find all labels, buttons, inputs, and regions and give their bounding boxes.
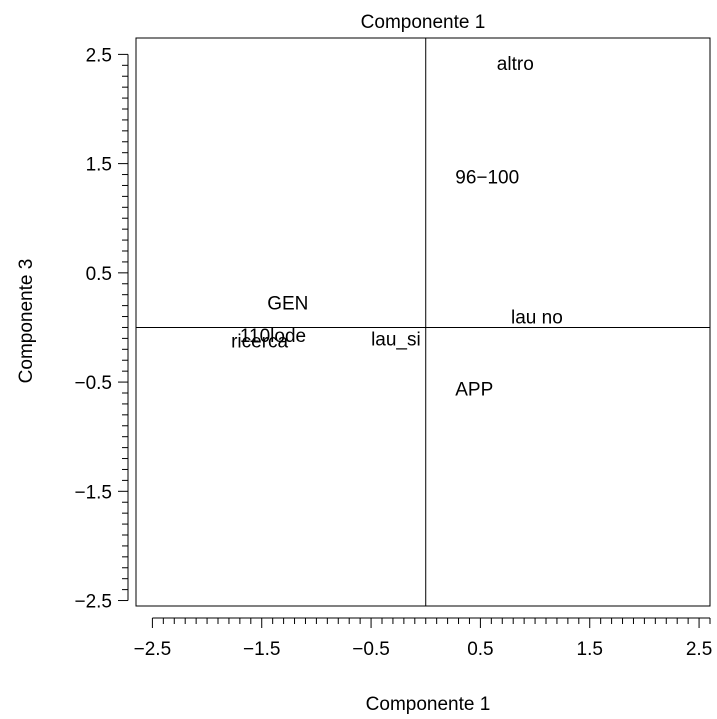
x-tick-label: −0.5 (352, 639, 390, 660)
point-label: APP (455, 380, 493, 401)
point-label: lau_si (371, 329, 421, 350)
x-tick-label: −2.5 (134, 639, 172, 660)
y-tick-label: −1.5 (74, 482, 112, 503)
x-tick-label: −1.5 (243, 639, 281, 660)
x-tick-label: 2.5 (686, 639, 712, 660)
y-tick-label: 1.5 (86, 155, 112, 176)
point-label: 110lode (240, 326, 306, 347)
x-axis-label: Componente 1 (366, 694, 491, 715)
x-tick-label: 1.5 (577, 639, 603, 660)
y-tick-label: 0.5 (86, 264, 112, 285)
point-label: ricerca (231, 332, 288, 353)
x-tick-label: 0.5 (467, 639, 493, 660)
point-label: lau no (511, 308, 563, 329)
reference-lines (136, 38, 710, 606)
y-tick-label: 2.5 (86, 45, 112, 66)
y-axis-label: Componente 3 (16, 259, 37, 384)
plot-frame (135, 37, 711, 607)
point-label: GEN (267, 293, 308, 314)
point-label: 96−100 (455, 168, 519, 189)
point-label: altro (497, 54, 534, 75)
y-tick-label: −0.5 (74, 373, 112, 394)
chart-title: Componente 1 (361, 12, 486, 33)
x-axis: −2.5 −1.5 −0.5 0.5 1.5 2.5 (134, 617, 712, 660)
y-tick-label: −2.5 (74, 592, 112, 613)
y-axis: 2.5 1.5 0.5 −0.5 −1.5 −2.5 (74, 45, 129, 613)
